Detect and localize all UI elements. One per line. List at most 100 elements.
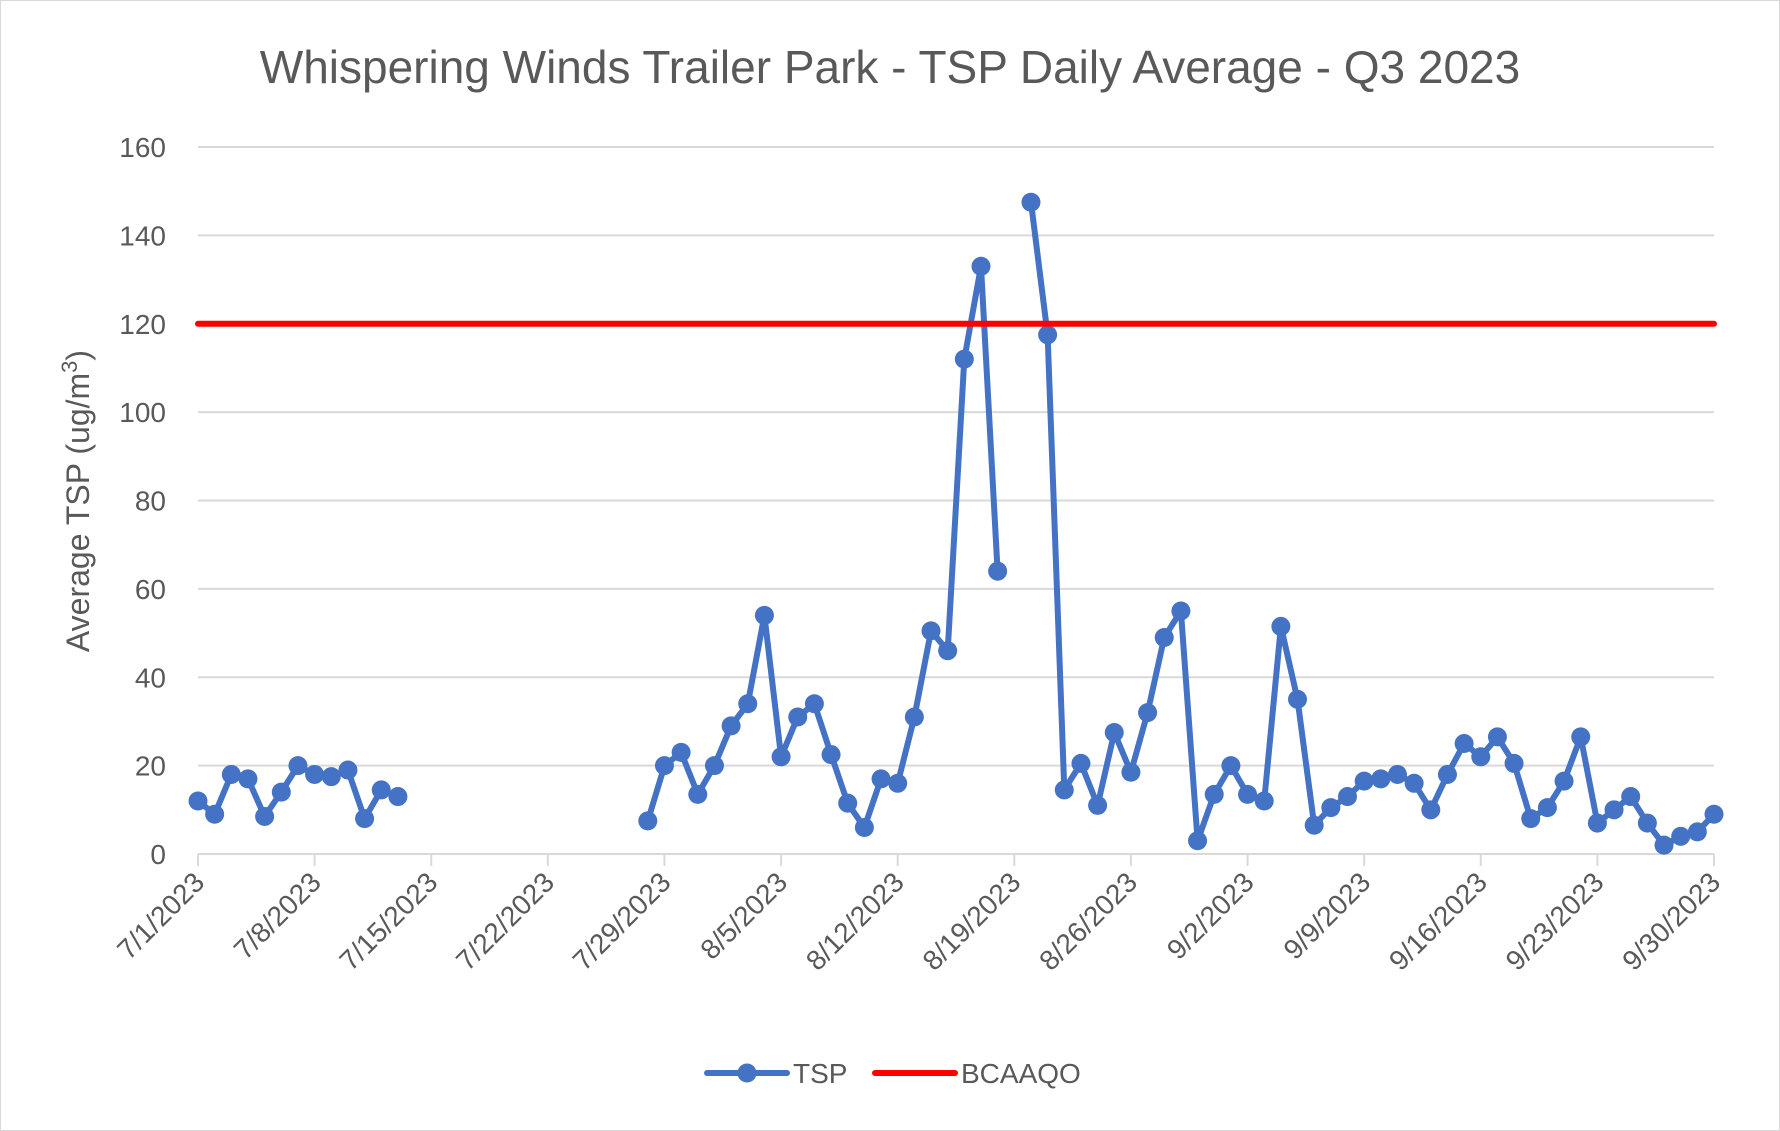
data-point bbox=[1121, 762, 1141, 782]
data-point bbox=[871, 769, 891, 789]
data-point bbox=[954, 349, 974, 369]
data-point bbox=[1404, 773, 1424, 793]
x-tick-label: 9/16/2023 bbox=[1383, 866, 1493, 976]
legend-label: TSP bbox=[793, 1058, 847, 1089]
x-tick-label: 7/22/2023 bbox=[450, 866, 560, 976]
data-point bbox=[721, 716, 741, 736]
data-point bbox=[738, 694, 758, 714]
y-tick-label: 40 bbox=[135, 662, 166, 693]
data-point bbox=[1571, 727, 1591, 747]
data-point bbox=[1088, 795, 1108, 815]
data-point bbox=[854, 817, 874, 837]
data-point bbox=[1371, 769, 1391, 789]
data-point bbox=[321, 767, 341, 787]
data-point bbox=[338, 760, 358, 780]
x-tick-label: 9/9/2023 bbox=[1277, 866, 1376, 965]
data-point bbox=[1354, 771, 1374, 791]
data-point bbox=[1687, 822, 1707, 842]
data-point bbox=[1288, 689, 1308, 709]
data-point bbox=[838, 793, 858, 813]
data-point bbox=[821, 745, 841, 765]
data-point bbox=[1437, 764, 1457, 784]
x-tick-label: 8/26/2023 bbox=[1033, 866, 1143, 976]
data-point bbox=[1321, 798, 1341, 818]
y-tick-label: 20 bbox=[135, 751, 166, 782]
data-point bbox=[1487, 727, 1507, 747]
data-point bbox=[638, 811, 658, 831]
data-point bbox=[1154, 627, 1174, 647]
data-point bbox=[1671, 826, 1691, 846]
data-point bbox=[1421, 800, 1441, 820]
axis-layer: 0 20 40 60 80 100 120 140 160 7/1/2023 7/8/2023 7/1… bbox=[111, 132, 1726, 976]
data-point bbox=[788, 707, 808, 727]
data-point bbox=[1621, 787, 1641, 807]
data-point bbox=[938, 641, 958, 661]
x-tick-label: 8/19/2023 bbox=[917, 866, 1027, 976]
data-point bbox=[671, 742, 691, 762]
y-axis-title-suffix: ) bbox=[60, 350, 96, 361]
data-point bbox=[754, 605, 774, 625]
data-point bbox=[921, 621, 941, 641]
chart-title: Whispering Winds Trailer Park - TSP Dail… bbox=[260, 41, 1520, 93]
x-tick-label: 9/2/2023 bbox=[1161, 866, 1260, 965]
data-point bbox=[1021, 192, 1041, 212]
y-axis-title-superscript: 3 bbox=[57, 361, 82, 373]
data-point bbox=[1038, 325, 1058, 345]
data-point bbox=[1221, 756, 1241, 776]
x-tick-label: 9/30/2023 bbox=[1616, 866, 1726, 976]
y-tick-label: 120 bbox=[119, 309, 166, 340]
y-axis-title-main: Average TSP (ug/m bbox=[60, 373, 96, 652]
data-point bbox=[1604, 800, 1624, 820]
y-tick-label: 0 bbox=[150, 839, 166, 870]
data-point bbox=[1171, 601, 1191, 621]
data-point bbox=[704, 756, 724, 776]
data-point bbox=[1104, 722, 1124, 742]
data-point bbox=[688, 784, 708, 804]
x-tick-label: 8/5/2023 bbox=[694, 866, 793, 965]
x-tick-label: 9/23/2023 bbox=[1500, 866, 1610, 976]
y-tick-label: 80 bbox=[135, 486, 166, 517]
data-point bbox=[1704, 804, 1724, 824]
x-tick-label: 7/15/2023 bbox=[333, 866, 443, 976]
x-tick-label: 7/1/2023 bbox=[111, 866, 210, 965]
y-tick-label: 60 bbox=[135, 574, 166, 605]
data-point bbox=[1054, 780, 1074, 800]
x-tick-label: 8/12/2023 bbox=[800, 866, 910, 976]
data-point bbox=[1138, 703, 1158, 723]
data-point bbox=[1238, 784, 1258, 804]
data-point bbox=[305, 764, 325, 784]
data-point bbox=[205, 804, 225, 824]
data-point bbox=[388, 787, 408, 807]
data-point bbox=[221, 764, 241, 784]
data-point bbox=[1071, 753, 1091, 773]
data-point bbox=[1537, 798, 1557, 818]
data-point bbox=[654, 756, 674, 776]
legend-item-tsp: TSP bbox=[704, 1058, 847, 1089]
y-axis-title: Average TSP (ug/m3) bbox=[57, 350, 96, 652]
x-tick-label: 7/29/2023 bbox=[567, 866, 677, 976]
data-point bbox=[771, 747, 791, 767]
data-point bbox=[1554, 771, 1574, 791]
data-point bbox=[1188, 831, 1208, 851]
data-point bbox=[371, 780, 391, 800]
data-point bbox=[971, 256, 991, 276]
data-point bbox=[355, 809, 375, 829]
data-point bbox=[1587, 813, 1607, 833]
data-point bbox=[255, 806, 275, 826]
data-point bbox=[1387, 764, 1407, 784]
x-tick-label: 7/8/2023 bbox=[228, 866, 327, 965]
y-tick-label: 140 bbox=[119, 220, 166, 251]
y-tick-label: 160 bbox=[119, 132, 166, 163]
data-point bbox=[1654, 835, 1674, 855]
y-tick-label: 100 bbox=[119, 397, 166, 428]
series-line-tsp bbox=[1028, 199, 1717, 849]
data-point bbox=[1337, 787, 1357, 807]
data-point bbox=[288, 756, 308, 776]
data-point bbox=[1304, 815, 1324, 835]
data-point bbox=[1504, 753, 1524, 773]
data-point bbox=[1271, 616, 1291, 636]
legend-item-bcaaqo: BCAAQO bbox=[872, 1058, 1081, 1089]
data-point bbox=[804, 694, 824, 714]
legend: TSP BCAAQO bbox=[704, 1058, 1081, 1089]
